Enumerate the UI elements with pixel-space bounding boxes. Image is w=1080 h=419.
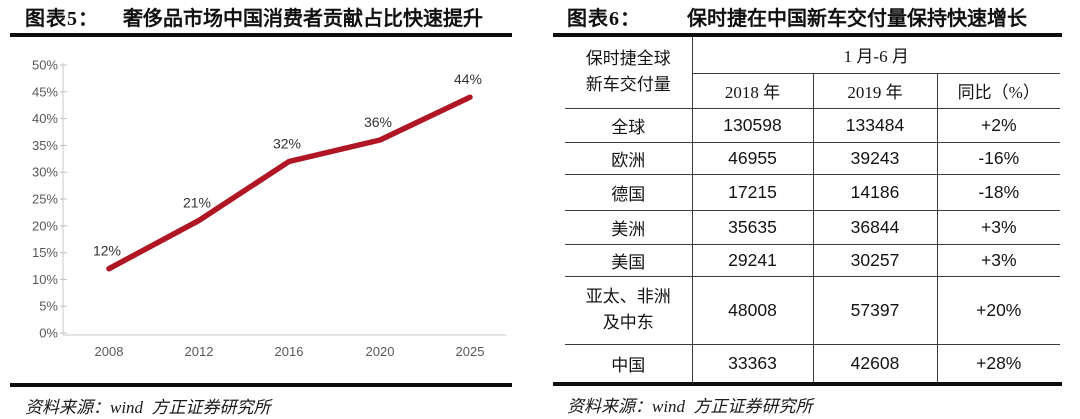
table-row: 欧洲 46955 39243 -16%: [565, 142, 1061, 175]
x-axis-tick-label: 2020: [366, 344, 395, 359]
table-span-header: 1 月-6 月: [692, 37, 1061, 74]
y-axis-tick-label: 15%: [32, 245, 58, 260]
col-header-2018: 2018 年: [692, 73, 814, 109]
figure5-caption-label: 图表5：: [25, 8, 99, 30]
data-point-label: 21%: [183, 194, 211, 210]
china-share-line-series: [106, 94, 473, 272]
y-axis-tick-label: 40%: [32, 111, 58, 126]
value-2018-cell: 130598: [692, 108, 814, 143]
table-header-row-span: 保时捷全球 新车交付量 1 月-6 月: [565, 37, 1061, 109]
y-axis-tick-label: 20%: [32, 218, 58, 233]
table-row: 亚太、非洲 及中东 48008 57397 +20%: [565, 276, 1061, 345]
value-2018-cell: 46955: [692, 142, 814, 175]
figure6-panel: 图表6： 保时捷在中国新车交付量保持快速增长 保时捷全球 新车交付量 1 月-6 …: [553, 6, 1062, 417]
table-row: 美洲 35635 36844 +3%: [565, 210, 1061, 245]
yoy-cell: +2%: [937, 108, 1061, 143]
y-axis-tick-label: 35%: [32, 138, 58, 153]
yoy-cell: +28%: [976, 352, 1022, 373]
y-axis-tick-label: 10%: [32, 272, 58, 287]
x-axis-tick-label: 2012: [185, 344, 214, 359]
value-2018-cell: 35635: [692, 210, 814, 245]
table-row-china: 中国 33363 42608 +28%: [565, 344, 1060, 382]
value-2019-cell: 57397: [813, 276, 938, 345]
value-2018-cell: 17215: [692, 174, 814, 211]
data-point-label: 36%: [364, 114, 392, 130]
porsche-deliveries-table: 保时捷全球 新车交付量 1 月-6 月 2018 年 2019 年 同比（%） …: [565, 37, 1061, 382]
x-axis-tick-label: 2016: [275, 344, 304, 359]
table-row: 美国 29241 30257 +3%: [565, 244, 1061, 277]
value-2019-cell: 30257: [813, 244, 938, 277]
region-cell: 欧洲: [565, 142, 693, 175]
y-axis-tick-label: 5%: [39, 299, 58, 314]
figure6-caption: 图表6： 保时捷在中国新车交付量保持快速增长: [553, 6, 1062, 37]
yoy-cell: -16%: [937, 142, 1061, 175]
figure5-bottom-rule: [10, 383, 512, 387]
yoy-cell: +20%: [937, 276, 1061, 345]
data-point-label: 32%: [273, 135, 301, 151]
table-corner-header: 保时捷全球 新车交付量: [565, 37, 693, 109]
y-axis-tick-label: 25%: [32, 192, 58, 207]
yoy-cell: -18%: [937, 174, 1061, 211]
yoy-cell: +3%: [937, 244, 1061, 277]
table-row: 全球 130598 133484 +2%: [565, 108, 1061, 143]
region-cell: 亚太、非洲 及中东: [565, 276, 693, 345]
y-axis-tick-label: 0%: [39, 326, 58, 341]
figure5-source: 资料来源：wind 方正证券研究所: [25, 398, 271, 417]
region-cell: 中国: [565, 344, 693, 382]
data-point-label: 12%: [93, 243, 121, 259]
figure5-caption-title: 奢侈品市场中国消费者贡献占比快速提升: [123, 8, 483, 30]
value-2018-cell: 33363: [692, 344, 814, 382]
x-axis-tick-label: 2025: [456, 344, 485, 359]
region-cell: 全球: [565, 108, 693, 143]
value-2019-cell: 39243: [813, 142, 938, 175]
y-axis-tick-label: 50%: [32, 58, 58, 73]
value-2019-cell: 42608: [813, 344, 938, 382]
col-header-2019: 2019 年: [813, 73, 938, 109]
luxury-share-line-chart: 50% 45% 40% 35% 30% 25% 20% 15% 10% 5% 0% 2008 2012 2…: [32, 58, 506, 359]
figure6-source: 资料来源：wind 方正证券研究所: [567, 397, 813, 416]
value-2019-cell: 36844: [813, 210, 938, 245]
figure5-panel: 图表5： 奢侈品市场中国消费者贡献占比快速提升 50% 45% 40% 35% 30% 25…: [10, 6, 512, 418]
col-header-yoy: 同比（%）: [937, 73, 1061, 109]
data-point-label: 44%: [454, 71, 482, 87]
figure6-caption-title: 保时捷在中国新车交付量保持快速增长: [687, 8, 1027, 30]
y-axis-tick-label: 45%: [32, 84, 58, 99]
figure6-caption-label: 图表6：: [567, 8, 641, 30]
region-cell: 美洲: [565, 210, 693, 245]
value-2018-cell: 29241: [692, 244, 814, 277]
yoy-cell: +3%: [937, 210, 1061, 245]
y-axis-tick-label: 30%: [32, 165, 58, 180]
value-2019-cell: 133484: [813, 108, 938, 143]
figure6-bottom-rule: [553, 382, 1062, 386]
figure5-caption: 图表5： 奢侈品市场中国消费者贡献占比快速提升: [10, 6, 512, 37]
x-axis-tick-label: 2008: [95, 344, 124, 359]
region-cell: 德国: [565, 174, 693, 211]
value-2019-cell: 14186: [813, 174, 938, 211]
value-2018-cell: 48008: [692, 276, 814, 345]
table-row: 德国 17215 14186 -18%: [565, 174, 1061, 211]
region-cell: 美国: [565, 244, 693, 277]
table-header-row-years: 2018 年 2019 年 同比（%）: [565, 73, 1061, 109]
